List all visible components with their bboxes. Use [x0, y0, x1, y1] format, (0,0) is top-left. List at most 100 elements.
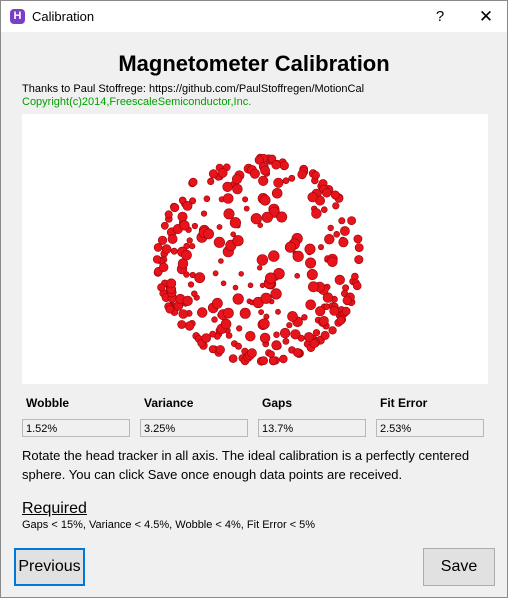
data-point: [257, 265, 263, 271]
data-point: [182, 201, 193, 211]
gaps-value: 13.7%: [258, 419, 366, 437]
data-point: [220, 280, 227, 287]
data-point: [297, 169, 307, 180]
data-point: [170, 203, 180, 213]
data-point: [290, 329, 301, 340]
data-point: [170, 247, 178, 255]
previous-button[interactable]: Previous: [14, 548, 85, 586]
data-point: [329, 305, 340, 316]
data-point: [218, 168, 228, 178]
data-point: [222, 193, 234, 204]
data-point: [336, 316, 346, 325]
data-point: [268, 250, 280, 262]
data-point: [184, 321, 195, 331]
data-point: [230, 231, 236, 238]
data-point: [305, 299, 317, 311]
title-bar: H Calibration ? ✕: [1, 1, 507, 32]
data-point: [312, 329, 321, 337]
data-point: [259, 356, 268, 365]
data-point: [258, 309, 264, 315]
app-icon: H: [10, 9, 25, 24]
data-point: [239, 307, 251, 319]
data-point: [213, 236, 225, 248]
save-button[interactable]: Save: [423, 548, 495, 586]
data-point: [247, 348, 257, 358]
data-point: [225, 332, 233, 339]
data-point: [200, 210, 208, 217]
page-title: Magnetometer Calibration: [118, 51, 390, 76]
data-point: [282, 177, 290, 184]
data-point: [209, 330, 217, 338]
data-point: [258, 175, 269, 186]
data-point: [347, 216, 356, 225]
data-point: [327, 224, 334, 232]
data-point: [166, 278, 177, 289]
copyright-text: Copyright(c)2014,FreescaleSemiconductor,…: [22, 96, 252, 108]
data-point: [261, 211, 273, 223]
data-point: [207, 177, 215, 185]
data-point: [164, 210, 173, 219]
data-point: [212, 270, 219, 277]
required-heading: Required: [22, 500, 87, 517]
data-point: [270, 288, 282, 300]
data-point: [187, 281, 195, 288]
data-point: [211, 297, 223, 309]
data-point: [229, 217, 241, 229]
data-point: [306, 269, 318, 281]
close-button[interactable]: ✕: [478, 7, 494, 26]
data-point: [304, 243, 316, 255]
data-point: [178, 309, 189, 319]
data-point: [315, 306, 326, 317]
data-point: [284, 241, 297, 253]
data-point: [279, 354, 288, 364]
data-point: [249, 168, 260, 179]
data-point: [232, 284, 239, 291]
data-point: [305, 257, 317, 269]
data-point: [259, 332, 271, 344]
data-point: [342, 295, 352, 306]
data-point: [260, 165, 270, 176]
data-point: [268, 356, 278, 365]
data-point: [242, 196, 249, 203]
data-point: [324, 233, 335, 245]
data-point: [152, 255, 162, 264]
data-point: [311, 208, 322, 219]
data-point: [271, 188, 283, 199]
data-point: [235, 342, 243, 350]
data-point: [247, 282, 254, 289]
data-point: [222, 307, 234, 319]
data-point: [354, 255, 364, 265]
data-point: [259, 194, 271, 206]
wobble-value: 1.52%: [22, 419, 130, 437]
data-point: [286, 322, 293, 329]
data-point: [179, 220, 190, 231]
data-point: [250, 213, 262, 225]
data-point: [318, 315, 329, 326]
data-point: [165, 304, 175, 314]
data-point: [160, 221, 169, 230]
data-point: [177, 211, 188, 222]
instructions-text: Rotate the head tracker in all axis. The…: [22, 448, 470, 482]
data-point: [228, 354, 238, 363]
data-point: [327, 256, 338, 268]
data-point: [279, 327, 291, 339]
data-point: [287, 311, 298, 322]
wobble-label: Wobble: [26, 396, 70, 410]
data-point: [182, 295, 193, 306]
data-point: [273, 177, 284, 188]
data-point: [167, 234, 178, 244]
data-point: [243, 205, 250, 212]
data-point: [236, 325, 243, 332]
data-point: [282, 337, 290, 345]
data-point: [222, 181, 233, 192]
help-button[interactable]: ?: [435, 8, 445, 25]
point-cloud-sphere: [152, 153, 364, 366]
data-point: [211, 316, 218, 323]
data-point: [338, 217, 346, 225]
data-point: [181, 249, 192, 261]
data-point: [341, 306, 351, 316]
data-point: [330, 190, 340, 200]
data-point: [311, 171, 320, 180]
data-point: [161, 244, 172, 254]
